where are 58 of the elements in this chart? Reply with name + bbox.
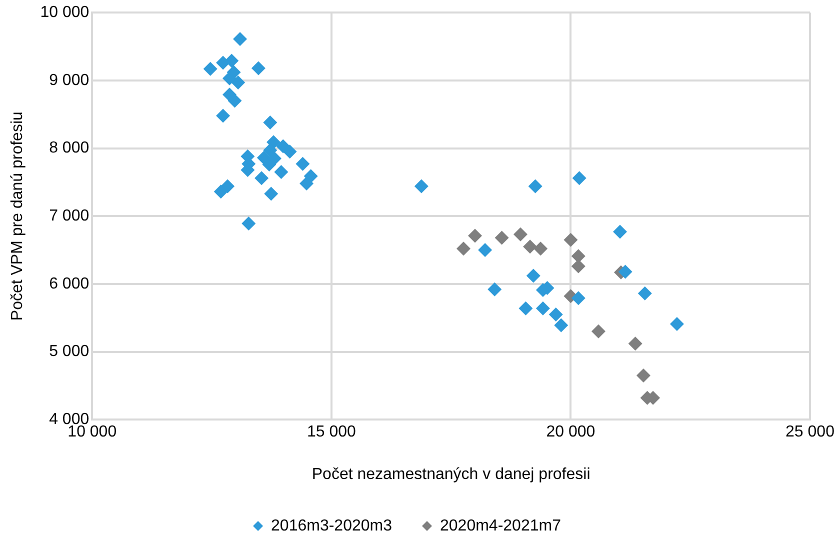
point	[300, 176, 314, 191]
point	[618, 264, 632, 279]
point	[518, 301, 533, 316]
y-tick-label: 6 000	[49, 275, 90, 292]
x-tick-label: 25 000	[786, 424, 835, 441]
point	[456, 242, 471, 256]
point	[264, 186, 278, 201]
point	[513, 227, 528, 242]
point	[526, 268, 540, 283]
point	[564, 232, 578, 247]
point	[494, 230, 509, 245]
point	[613, 224, 628, 239]
point	[263, 143, 278, 158]
x-tick-label: 15 000	[306, 424, 356, 441]
point	[571, 291, 586, 306]
point	[523, 240, 538, 254]
point	[554, 318, 568, 332]
x-tick-label: 20 000	[546, 424, 596, 441]
y-tick-label: 9 000	[49, 72, 90, 89]
point	[571, 249, 586, 264]
point	[468, 228, 482, 243]
point	[203, 62, 218, 76]
point	[224, 54, 239, 68]
point	[214, 184, 228, 199]
point	[528, 179, 542, 194]
point	[636, 368, 650, 383]
point	[478, 243, 492, 258]
point	[591, 324, 606, 338]
point	[536, 301, 550, 316]
point	[414, 179, 428, 194]
legend-label: 2020m4-2021m7	[440, 517, 562, 534]
point	[670, 316, 684, 331]
y-tick-label: 8 000	[49, 140, 90, 157]
point	[233, 32, 248, 46]
point	[274, 165, 288, 180]
point	[251, 61, 266, 76]
y-axis-title: Počet VPM pre danú profesiu	[9, 112, 26, 321]
point	[263, 115, 278, 130]
point	[228, 94, 242, 108]
y-tick-label: 7 000	[49, 208, 90, 225]
point	[296, 156, 310, 171]
x-axis-title: Počet nezamestnaných v danej profesii	[312, 466, 590, 483]
point	[534, 242, 548, 256]
point	[488, 282, 502, 296]
point	[231, 75, 246, 90]
y-tick-label: 10 000	[40, 4, 90, 22]
point	[282, 144, 297, 159]
point	[216, 108, 230, 123]
point	[572, 171, 586, 186]
point	[222, 71, 236, 86]
point	[548, 307, 563, 322]
point	[638, 286, 652, 300]
point	[628, 336, 642, 351]
point	[242, 216, 256, 231]
legend-label: 2016m3-2020m3	[271, 517, 392, 534]
point	[571, 259, 586, 274]
point	[254, 171, 269, 186]
y-tick-label: 5 000	[49, 343, 90, 360]
